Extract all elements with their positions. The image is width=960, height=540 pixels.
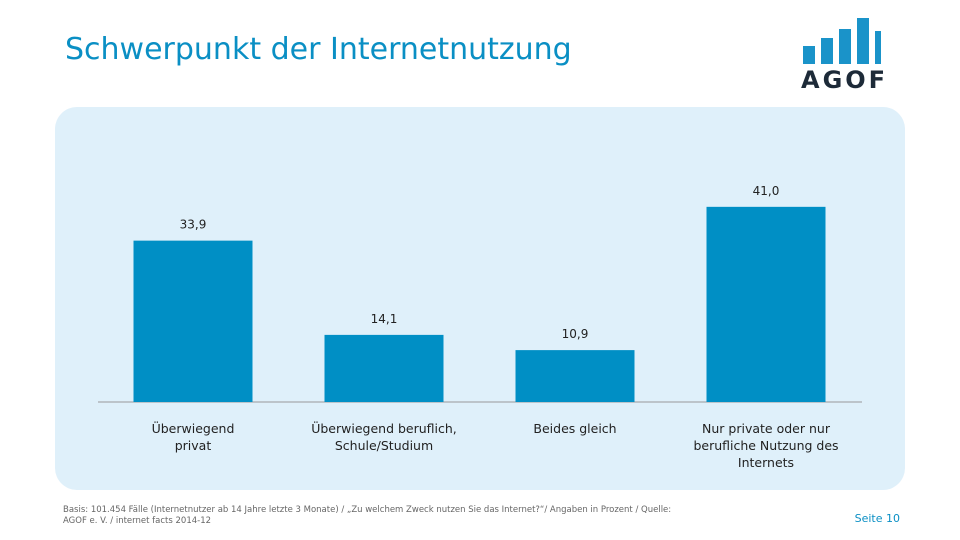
footnote: Basis: 101.454 Fälle (Internetnutzer ab … [63,505,672,526]
value-label: 10,9 [562,327,589,341]
bar [133,240,253,402]
x-tick-label: Überwiegend privat [151,421,235,453]
bar [706,206,826,402]
bar [515,350,635,402]
x-tick-label: Nur private oder nur berufliche Nutzung … [693,421,839,470]
logo-text: AGOF [801,66,889,94]
page-number: Seite 10 [854,512,900,525]
slide-title: Schwerpunkt der Internetnutzung [65,32,572,67]
x-tick-label: Überwiegend beruflich, Schule/Studium [311,421,457,453]
bar [324,334,444,402]
x-tick-label: Beides gleich [533,421,617,436]
value-label: 33,9 [180,218,207,232]
value-label: 41,0 [753,184,780,198]
value-label: 14,1 [371,312,398,326]
